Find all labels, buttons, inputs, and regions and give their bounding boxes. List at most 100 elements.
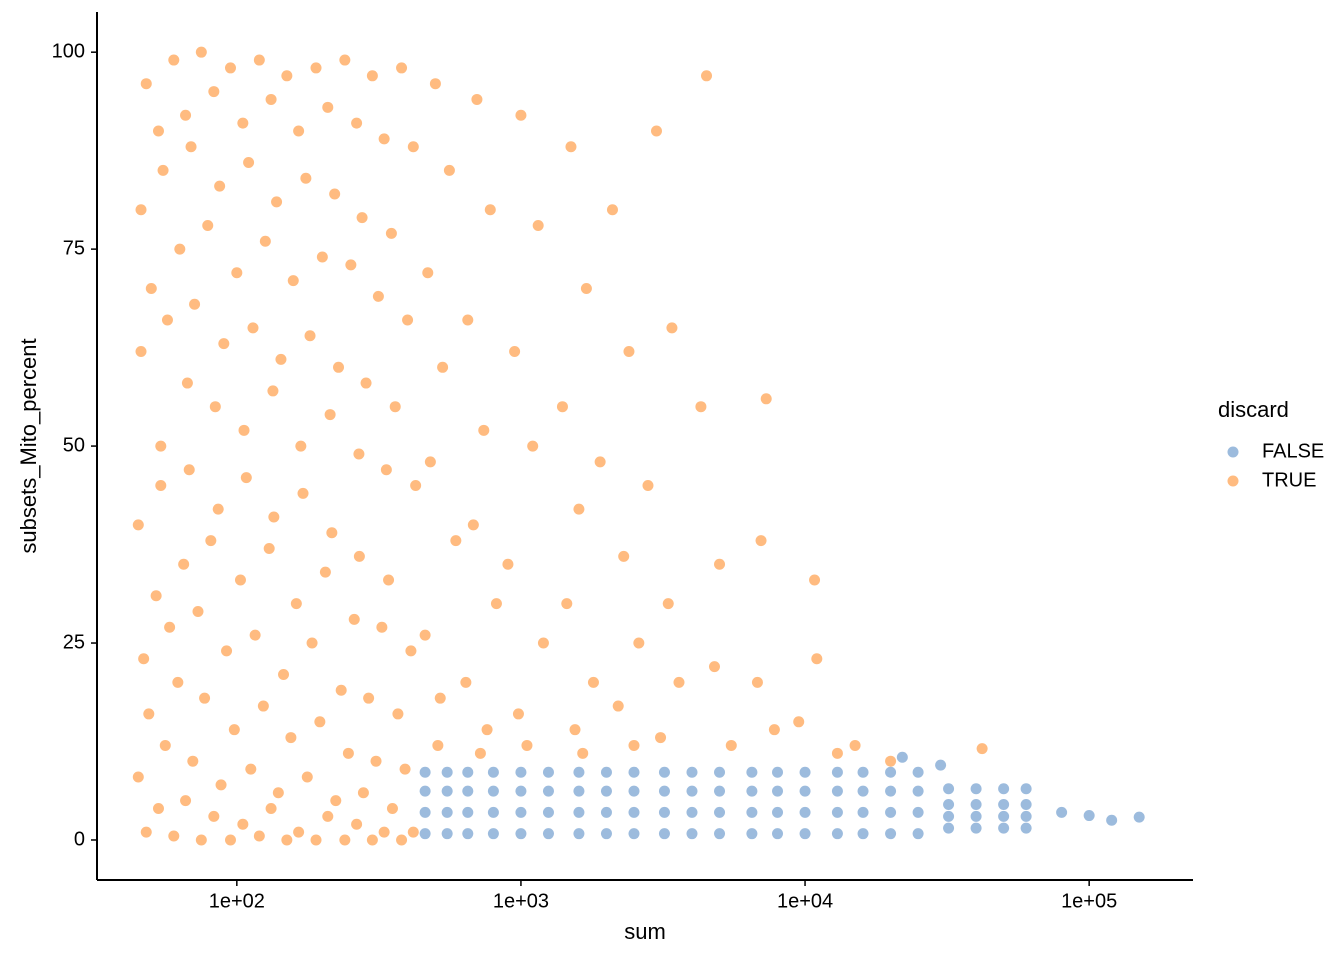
- point: [708, 661, 720, 673]
- point: [333, 361, 345, 373]
- point: [857, 766, 869, 778]
- point: [419, 828, 431, 840]
- point: [542, 806, 554, 818]
- point: [885, 828, 897, 840]
- point: [366, 834, 378, 846]
- point: [686, 828, 698, 840]
- point: [396, 834, 408, 846]
- point: [224, 62, 236, 74]
- point: [628, 828, 640, 840]
- point: [353, 550, 365, 562]
- point: [348, 613, 360, 625]
- point: [132, 771, 144, 783]
- y-tick-label: 0: [74, 828, 85, 850]
- point: [209, 401, 221, 413]
- point: [768, 724, 780, 736]
- point: [831, 806, 843, 818]
- point: [565, 141, 577, 153]
- point: [658, 828, 670, 840]
- point: [180, 795, 192, 807]
- point: [811, 653, 823, 665]
- point: [935, 759, 947, 771]
- point: [600, 806, 612, 818]
- point: [885, 806, 897, 818]
- point: [372, 290, 384, 302]
- point: [339, 54, 351, 66]
- point: [537, 637, 549, 649]
- legend-title: discard: [1218, 397, 1289, 422]
- point: [515, 766, 527, 778]
- x-tick-label: 1e+05: [1061, 890, 1117, 912]
- point: [168, 830, 180, 842]
- point: [857, 806, 869, 818]
- point: [998, 799, 1010, 811]
- point: [437, 361, 449, 373]
- point: [799, 828, 811, 840]
- point: [152, 125, 164, 137]
- point: [238, 424, 250, 436]
- point: [462, 766, 474, 778]
- point: [857, 828, 869, 840]
- point: [587, 676, 599, 688]
- point: [370, 755, 382, 767]
- point: [138, 653, 150, 665]
- point: [751, 676, 763, 688]
- point: [943, 799, 955, 811]
- point: [658, 766, 670, 778]
- point: [310, 834, 322, 846]
- point: [573, 785, 585, 797]
- point: [460, 676, 472, 688]
- point: [293, 826, 305, 838]
- point: [849, 739, 861, 751]
- point: [366, 70, 378, 82]
- point: [287, 275, 299, 287]
- point: [542, 785, 554, 797]
- point: [650, 125, 662, 137]
- point: [746, 785, 758, 797]
- point: [265, 93, 277, 105]
- point: [164, 621, 176, 633]
- point: [432, 739, 444, 751]
- point: [385, 227, 397, 239]
- point: [515, 806, 527, 818]
- point: [247, 322, 259, 334]
- point: [532, 219, 544, 231]
- point: [145, 283, 157, 295]
- point: [174, 243, 186, 255]
- point: [606, 204, 618, 216]
- point: [410, 479, 422, 491]
- point: [205, 535, 217, 547]
- point: [799, 766, 811, 778]
- x-tick-label: 1e+02: [209, 890, 265, 912]
- point: [896, 751, 908, 763]
- point: [192, 606, 204, 618]
- point: [1020, 799, 1032, 811]
- point: [998, 783, 1010, 795]
- point: [322, 810, 334, 822]
- point: [376, 621, 388, 633]
- y-tick-label: 75: [63, 237, 85, 259]
- point: [392, 708, 404, 720]
- point: [202, 219, 214, 231]
- point: [180, 109, 192, 121]
- point: [462, 806, 474, 818]
- point: [976, 743, 988, 755]
- point: [799, 806, 811, 818]
- point: [253, 830, 265, 842]
- point: [304, 330, 316, 342]
- point: [746, 766, 758, 778]
- point: [378, 826, 390, 838]
- point: [155, 479, 167, 491]
- point: [612, 700, 624, 712]
- y-tick-label: 50: [63, 434, 85, 456]
- point: [799, 785, 811, 797]
- point: [249, 629, 261, 641]
- point: [714, 766, 726, 778]
- point: [943, 822, 955, 834]
- point: [140, 826, 152, 838]
- point: [441, 766, 453, 778]
- point: [760, 393, 772, 405]
- point: [443, 164, 455, 176]
- point: [224, 834, 236, 846]
